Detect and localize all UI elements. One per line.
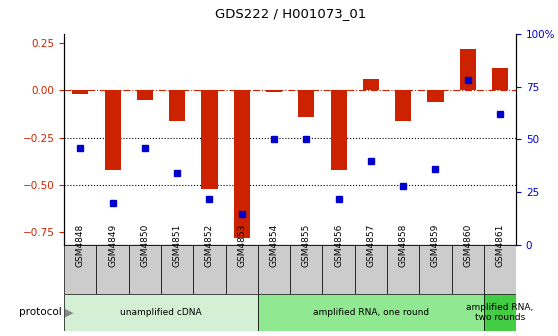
Bar bbox=[266, 90, 282, 92]
Bar bbox=[137, 90, 153, 100]
Bar bbox=[290, 245, 323, 294]
Text: amplified RNA, one round: amplified RNA, one round bbox=[313, 308, 429, 317]
Bar bbox=[484, 294, 516, 331]
Bar bbox=[460, 49, 476, 90]
Bar bbox=[234, 90, 250, 238]
Bar bbox=[201, 90, 218, 188]
Bar bbox=[129, 245, 161, 294]
Bar bbox=[355, 245, 387, 294]
Text: amplified RNA,
two rounds: amplified RNA, two rounds bbox=[466, 303, 533, 322]
Bar bbox=[225, 245, 258, 294]
Text: GSM4849: GSM4849 bbox=[108, 224, 117, 267]
Bar bbox=[419, 245, 451, 294]
Bar bbox=[323, 245, 355, 294]
Text: GSM4856: GSM4856 bbox=[334, 224, 343, 267]
Bar bbox=[363, 79, 379, 90]
Bar bbox=[104, 90, 121, 170]
Bar bbox=[193, 245, 225, 294]
Bar bbox=[484, 245, 516, 294]
Text: GSM4859: GSM4859 bbox=[431, 224, 440, 267]
Bar bbox=[258, 245, 290, 294]
Text: GSM4853: GSM4853 bbox=[237, 224, 246, 267]
Bar bbox=[387, 245, 419, 294]
Text: GSM4857: GSM4857 bbox=[367, 224, 376, 267]
Bar bbox=[72, 90, 88, 94]
Text: GSM4854: GSM4854 bbox=[270, 224, 278, 267]
Bar bbox=[395, 90, 411, 121]
Text: GSM4855: GSM4855 bbox=[302, 224, 311, 267]
Bar bbox=[451, 245, 484, 294]
Text: ▶: ▶ bbox=[65, 307, 74, 318]
Text: GSM4860: GSM4860 bbox=[463, 224, 472, 267]
Text: GSM4858: GSM4858 bbox=[398, 224, 408, 267]
Text: GSM4848: GSM4848 bbox=[76, 224, 85, 267]
Text: GSM4851: GSM4851 bbox=[172, 224, 182, 267]
Text: GSM4850: GSM4850 bbox=[141, 224, 150, 267]
Text: GDS222 / H001073_01: GDS222 / H001073_01 bbox=[214, 7, 366, 20]
Bar bbox=[64, 294, 258, 331]
Bar bbox=[298, 90, 314, 117]
Bar bbox=[330, 90, 347, 170]
Bar bbox=[427, 90, 444, 101]
Bar bbox=[161, 245, 193, 294]
Bar bbox=[169, 90, 185, 121]
Text: protocol: protocol bbox=[18, 307, 61, 318]
Text: GSM4861: GSM4861 bbox=[496, 224, 504, 267]
Text: GSM4852: GSM4852 bbox=[205, 224, 214, 267]
Bar bbox=[97, 245, 129, 294]
Bar bbox=[64, 245, 97, 294]
Text: unamplified cDNA: unamplified cDNA bbox=[120, 308, 202, 317]
Bar bbox=[492, 68, 508, 90]
Bar bbox=[258, 294, 484, 331]
